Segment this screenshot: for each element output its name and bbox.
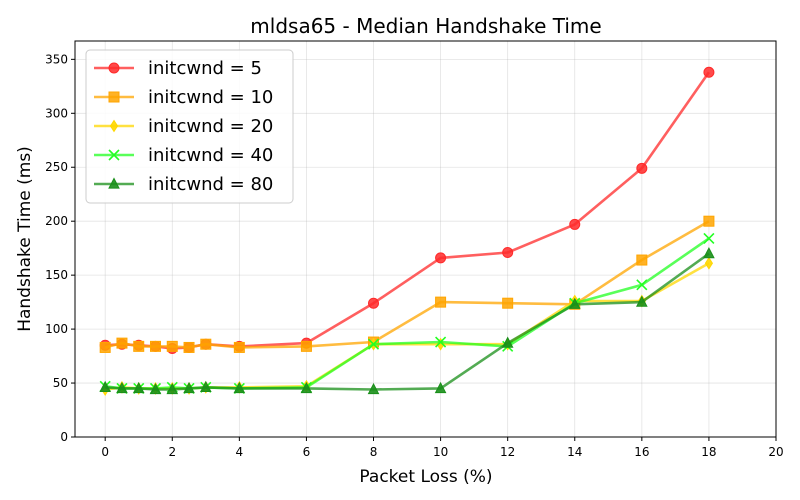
x-tick-label: 6 (303, 445, 311, 459)
data-point (636, 295, 648, 307)
y-tick-label: 150 (45, 268, 68, 282)
data-point (502, 297, 514, 309)
data-point (636, 254, 648, 266)
data-point (233, 341, 245, 353)
x-tick-label: 18 (701, 445, 716, 459)
y-tick-label: 100 (45, 322, 68, 336)
data-point (434, 381, 447, 394)
data-point (233, 381, 246, 394)
x-tick-label: 8 (370, 445, 378, 459)
y-tick-label: 200 (45, 214, 68, 228)
data-point (133, 340, 145, 352)
legend-marker (108, 149, 120, 161)
x-tick-label: 16 (634, 445, 649, 459)
data-point (703, 66, 715, 78)
legend-entry: initcwnd = 5 (94, 58, 262, 79)
data-point (435, 296, 447, 308)
data-point (568, 297, 581, 309)
data-point (132, 381, 145, 394)
series-line (104, 220, 710, 349)
data-point (199, 380, 212, 392)
series-line (105, 237, 710, 390)
series-4 (99, 232, 715, 395)
data-point (368, 297, 380, 309)
legend-entry: initcwnd = 20 (94, 116, 273, 137)
legend-entry: initcwnd = 40 (94, 145, 273, 166)
data-point (116, 381, 128, 394)
data-point (116, 337, 128, 349)
y-tick-label: 300 (45, 106, 68, 120)
legend-label: initcwnd = 5 (148, 58, 262, 79)
data-point (435, 252, 447, 264)
data-point (300, 381, 313, 394)
data-point (183, 381, 195, 394)
x-tick-label: 12 (500, 445, 515, 459)
data-point (166, 382, 179, 395)
legend-entry: initcwnd = 80 (94, 174, 273, 195)
y-tick-label: 50 (53, 376, 68, 390)
x-tick-label: 20 (768, 445, 783, 459)
data-point (149, 382, 162, 395)
data-point (200, 338, 212, 350)
data-point (149, 340, 161, 352)
legend-label: initcwnd = 20 (148, 116, 273, 137)
legend-marker (108, 91, 120, 103)
x-tick-label: 4 (236, 445, 244, 459)
legend-label: initcwnd = 80 (148, 174, 273, 195)
plot-series (99, 66, 715, 396)
x-tick-label: 2 (168, 445, 176, 459)
x-tick-label: 14 (567, 445, 582, 459)
legend-label: initcwnd = 10 (148, 87, 273, 108)
y-tick-label: 350 (45, 52, 68, 66)
data-point (703, 246, 715, 259)
x-tick-label: 10 (433, 445, 448, 459)
legend: initcwnd = 5 initcwnd = 10 initcwnd = 20 in… (85, 49, 294, 204)
data-point (99, 380, 112, 392)
data-point (183, 341, 195, 353)
data-point (166, 340, 178, 352)
data-point (569, 218, 581, 230)
legend-label: initcwnd = 40 (148, 145, 273, 166)
data-point (636, 279, 648, 291)
data-point (502, 246, 514, 258)
legend-marker (108, 62, 120, 74)
y-tick-label: 0 (60, 430, 68, 444)
legend-marker (109, 119, 119, 133)
legend-box (85, 49, 294, 204)
chart-title: mldsa65 - Median Handshake Time (250, 14, 601, 38)
series-5 (99, 246, 715, 395)
data-point (704, 256, 714, 270)
y-axis-label: Handshake Time (ms) (15, 146, 35, 332)
legend-marker (108, 177, 120, 189)
data-point (636, 162, 648, 174)
series-3 (101, 256, 714, 396)
data-point (99, 341, 111, 353)
plot-frame (74, 40, 777, 438)
data-point (703, 215, 715, 227)
legend-entry: initcwnd = 10 (94, 87, 273, 108)
x-tick-label: 0 (101, 445, 109, 459)
data-point (703, 232, 715, 245)
y-tick-label: 250 (45, 160, 68, 174)
data-point (300, 340, 312, 352)
series-line (105, 262, 710, 391)
data-point (435, 336, 447, 348)
data-point (367, 338, 380, 350)
data-point (501, 336, 514, 348)
data-point (367, 382, 380, 395)
x-axis-label: Packet Loss (%) (359, 467, 492, 487)
series-2 (99, 215, 715, 353)
